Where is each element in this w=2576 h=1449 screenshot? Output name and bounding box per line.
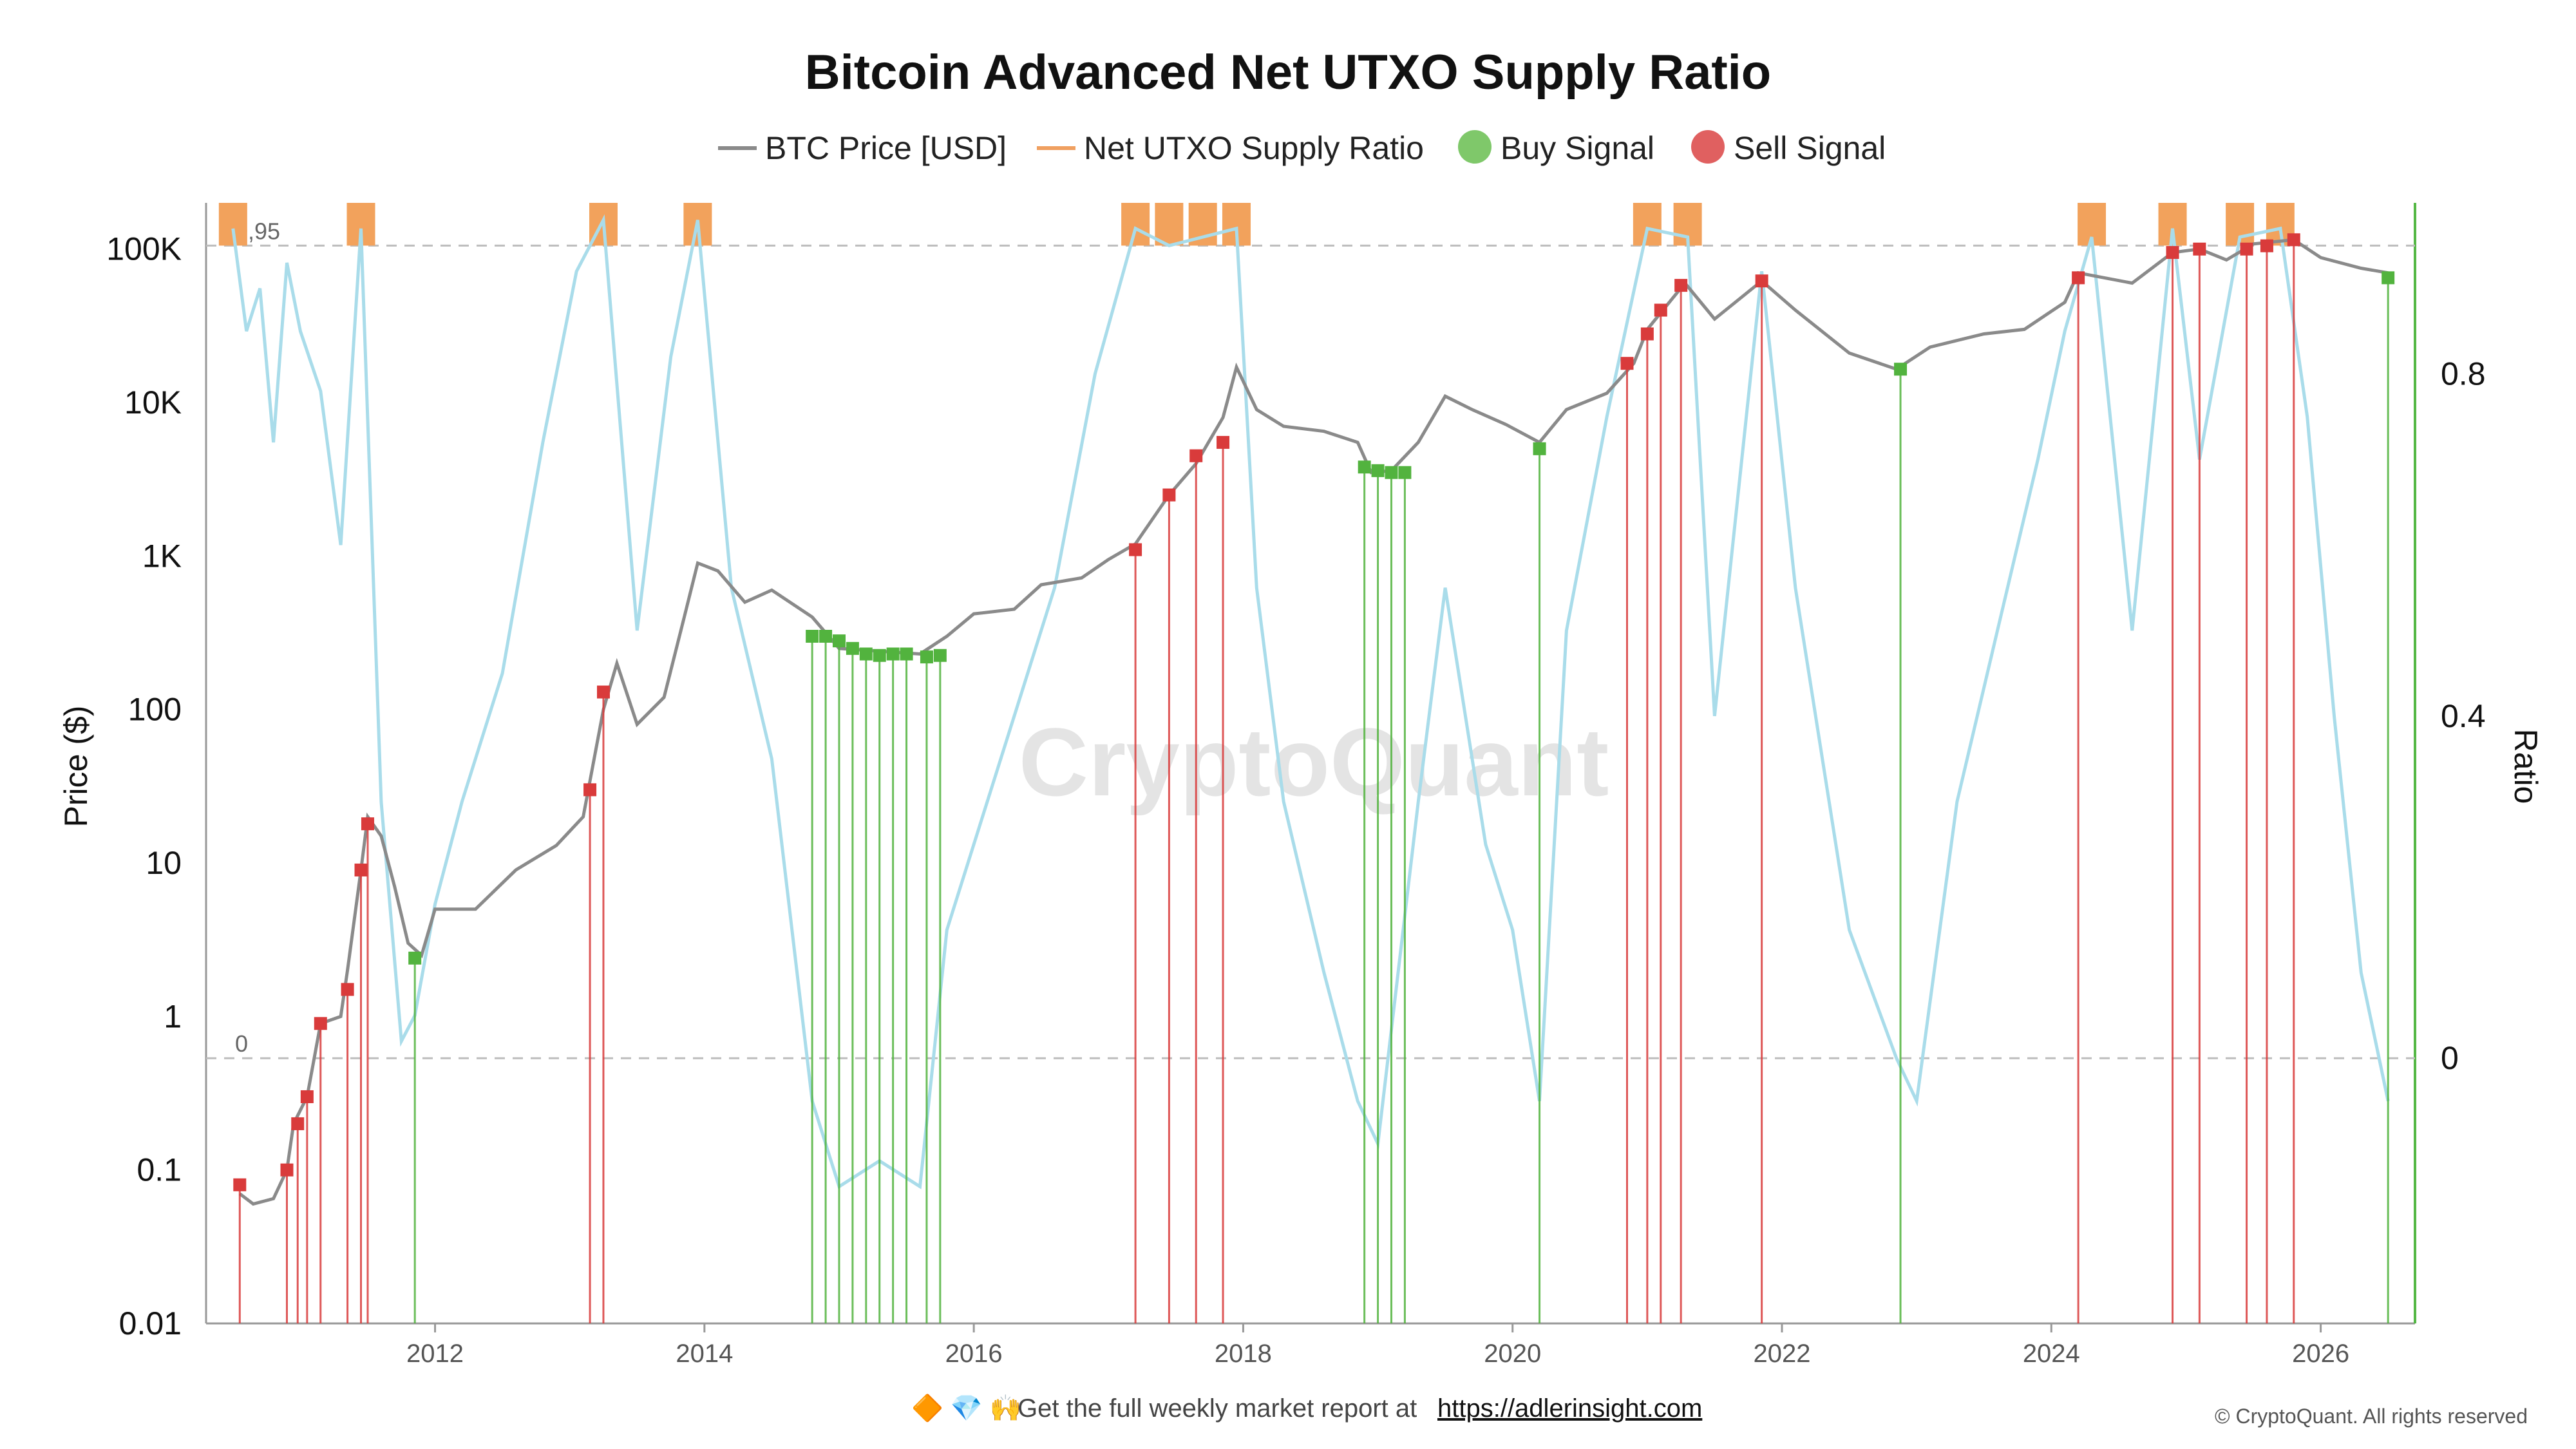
legend-label-sell: Sell Signal — [1734, 130, 1886, 166]
buy-signal-marker-2 — [819, 630, 833, 643]
buy-signal-marker-7 — [886, 647, 900, 661]
sell-signal-marker-0 — [233, 1178, 247, 1191]
buy-signal-marker-1 — [806, 630, 819, 643]
footer-emoji: 🔶 💎 🙌 — [911, 1393, 1022, 1423]
legend-item-ratio[interactable]: Net UTXO Supply Ratio — [1037, 130, 1424, 166]
buy-signal-marker-4 — [846, 641, 859, 655]
overbought-region-32 — [1121, 203, 1150, 246]
buy-signal-marker-16 — [1894, 363, 1908, 376]
y-left-tick-label-7: 100K — [106, 231, 182, 267]
legend[interactable]: BTC Price [USD] Net UTXO Supply Ratio Bu… — [718, 130, 1886, 166]
sell-signal-marker-15 — [1640, 327, 1654, 341]
x-tick-label-7: 2026 — [2292, 1340, 2349, 1368]
x-tick-label-0: 2012 — [406, 1340, 464, 1368]
legend-item-buy[interactable]: Buy Signal — [1458, 130, 1654, 166]
x-tick-label-3: 2018 — [1215, 1340, 1272, 1368]
y-left-tick-label-0: 0.01 — [119, 1305, 182, 1341]
footer-text: Get the full weekly market report at — [1018, 1394, 1417, 1423]
legend-item-price[interactable]: BTC Price [USD] — [718, 130, 1007, 166]
sell-signal-marker-17 — [1674, 279, 1688, 292]
buy-signal-marker-11 — [1358, 460, 1371, 474]
buy-signal-marker-5 — [859, 647, 873, 661]
overbought-region-33 — [1155, 203, 1184, 246]
sell-signal-marker-8 — [583, 783, 597, 797]
legend-swatch-buy — [1458, 130, 1492, 164]
sell-signal-marker-23 — [2260, 239, 2273, 252]
y-left-tick-label-3: 10 — [146, 845, 182, 881]
ratio-series-line — [231, 214, 2390, 1189]
chart-title: Bitcoin Advanced Net UTXO Supply Ratio — [805, 45, 1771, 100]
sell-signal-marker-9 — [596, 685, 610, 699]
reference-line-label-1: 0 — [235, 1030, 248, 1057]
sell-signal-marker-19 — [2072, 271, 2085, 285]
buy-signal-marker-0 — [408, 951, 422, 965]
sell-signal-marker-20 — [2166, 246, 2179, 260]
y-left-axis-label: Price ($) — [58, 706, 94, 828]
sell-signal-marker-6 — [354, 863, 368, 876]
y-left-tick-label-5: 1K — [142, 538, 182, 574]
x-tick-label-4: 2020 — [1484, 1340, 1541, 1368]
y-right-tick-label-1: 0.4 — [2441, 698, 2486, 734]
legend-item-sell[interactable]: Sell Signal — [1691, 130, 1886, 166]
legend-swatch-sell — [1691, 130, 1725, 164]
sell-signal-marker-5 — [341, 983, 354, 996]
sell-signal-marker-11 — [1162, 488, 1176, 502]
footer-link[interactable]: https://adlerinsight.com — [1437, 1394, 1702, 1423]
sell-signal-marker-14 — [1620, 357, 1634, 370]
plot-area: 0.01 0.1 1 10 100 1K 10K 100K 0 0.4 0.8 2012 2014 201… — [106, 203, 2486, 1368]
y-right-axis-label: Ratio — [2508, 729, 2544, 804]
buy-signal-marker-10 — [933, 649, 947, 662]
sell-signal-marker-10 — [1129, 543, 1142, 556]
sell-signal-marker-21 — [2193, 242, 2206, 256]
sell-signal-marker-3 — [300, 1090, 314, 1103]
buy-signal-marker-15 — [1533, 442, 1546, 455]
buy-signal-marker-6 — [873, 649, 886, 662]
sell-signal-marker-4 — [314, 1017, 327, 1030]
overbought-region-48 — [1633, 203, 1662, 246]
copyright: © CryptoQuant. All rights reserved — [2215, 1405, 2528, 1428]
y-left-tick-label-1: 0.1 — [137, 1152, 182, 1188]
buy-signal-marker-17 — [2382, 271, 2395, 285]
y-left-tick-label-6: 10K — [124, 384, 182, 421]
sell-signal-marker-16 — [1654, 303, 1667, 317]
sell-signal-marker-1 — [280, 1163, 294, 1177]
sell-signal-marker-24 — [2287, 233, 2300, 247]
x-tick-label-5: 2022 — [1754, 1340, 1811, 1368]
sell-signal-marker-7 — [361, 817, 374, 831]
buy-signal-marker-8 — [900, 647, 913, 661]
buy-signal-marker-9 — [920, 650, 933, 664]
legend-label-price: BTC Price [USD] — [765, 130, 1007, 166]
buy-signal-marker-3 — [832, 634, 846, 648]
sell-signal-marker-2 — [291, 1117, 305, 1130]
y-left-tick-label-2: 1 — [164, 998, 182, 1034]
sell-signal-marker-22 — [2240, 242, 2253, 256]
legend-label-buy: Buy Signal — [1501, 130, 1654, 166]
sell-signal-marker-13 — [1217, 435, 1230, 449]
y-left-tick-label-4: 100 — [128, 692, 182, 728]
x-tick-label-1: 2014 — [676, 1340, 733, 1368]
legend-label-ratio: Net UTXO Supply Ratio — [1084, 130, 1424, 166]
footer: 🔶 💎 🙌 Get the full weekly market report … — [911, 1393, 2528, 1428]
x-tick-label-6: 2024 — [2023, 1340, 2080, 1368]
watermark: CryptoQuant — [1019, 708, 1609, 816]
y-right-tick-label-2: 0.8 — [2441, 356, 2486, 392]
x-tick-label-2: 2016 — [945, 1340, 1003, 1368]
buy-signal-marker-13 — [1385, 466, 1398, 479]
sell-signal-marker-12 — [1189, 449, 1203, 462]
sell-signal-marker-18 — [1755, 274, 1768, 288]
buy-signal-marker-14 — [1398, 466, 1412, 479]
y-right-tick-label-0: 0 — [2441, 1040, 2459, 1076]
buy-signal-marker-12 — [1371, 464, 1385, 477]
